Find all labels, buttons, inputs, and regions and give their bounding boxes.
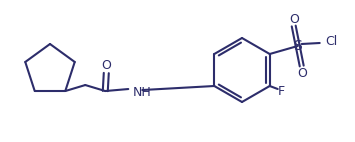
Text: O: O: [289, 12, 299, 26]
Text: S: S: [293, 39, 302, 53]
Text: F: F: [278, 84, 285, 98]
Text: Cl: Cl: [326, 35, 338, 48]
Text: NH: NH: [132, 85, 151, 99]
Text: O: O: [101, 59, 111, 72]
Text: O: O: [297, 66, 307, 80]
